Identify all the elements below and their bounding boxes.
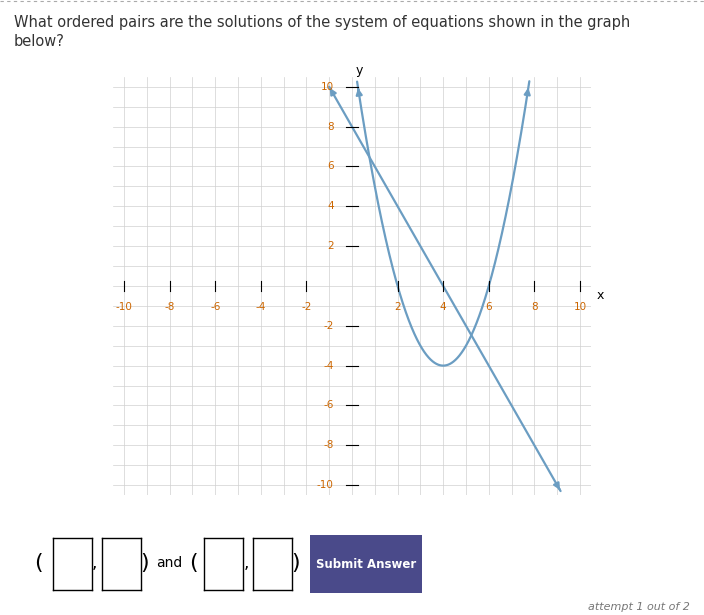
Text: -8: -8 (323, 440, 334, 450)
Text: 2: 2 (394, 302, 401, 312)
Text: -4: -4 (323, 360, 334, 371)
Text: 4: 4 (440, 302, 446, 312)
Text: attempt 1 out of 2: attempt 1 out of 2 (588, 602, 690, 612)
Text: 10: 10 (320, 82, 334, 92)
Text: Submit Answer: Submit Answer (316, 558, 416, 571)
Text: 4: 4 (327, 201, 334, 212)
Text: (: ( (34, 553, 43, 573)
Text: x: x (597, 290, 604, 303)
Text: 2: 2 (327, 241, 334, 251)
Text: ,: , (92, 554, 97, 572)
FancyBboxPatch shape (304, 532, 428, 597)
Text: -6: -6 (323, 400, 334, 410)
Text: -8: -8 (165, 302, 175, 312)
Text: ): ) (291, 553, 300, 573)
Text: 6: 6 (327, 162, 334, 172)
Text: below?: below? (14, 34, 65, 49)
Text: and: and (156, 556, 182, 569)
Text: 8: 8 (327, 122, 334, 132)
Text: What ordered pairs are the solutions of the system of equations shown in the gra: What ordered pairs are the solutions of … (14, 15, 630, 30)
Text: -4: -4 (256, 302, 266, 312)
Text: ,: , (244, 554, 249, 572)
Text: -6: -6 (210, 302, 220, 312)
Text: -2: -2 (301, 302, 312, 312)
Text: 10: 10 (573, 302, 586, 312)
Text: 8: 8 (531, 302, 538, 312)
Text: y: y (355, 65, 363, 77)
Text: ): ) (140, 553, 149, 573)
Text: (: ( (189, 553, 198, 573)
Text: -2: -2 (323, 321, 334, 331)
Text: 6: 6 (486, 302, 492, 312)
Text: -10: -10 (115, 302, 132, 312)
Text: -10: -10 (317, 480, 334, 490)
